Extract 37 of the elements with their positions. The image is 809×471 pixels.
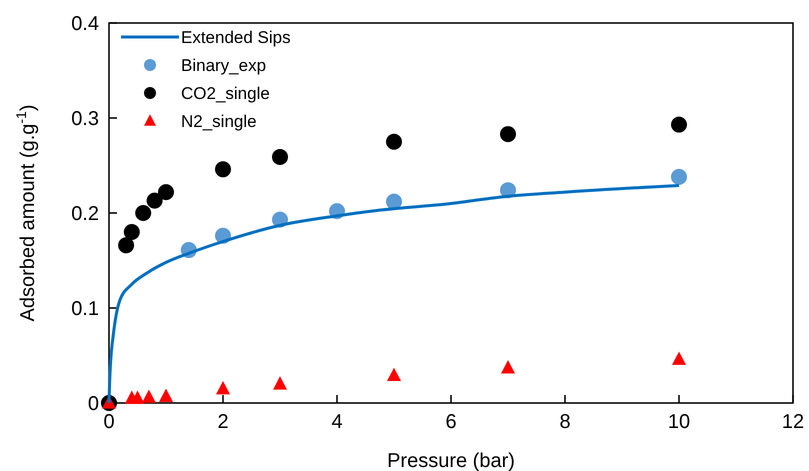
y-tick-label: 0.4 bbox=[71, 13, 99, 35]
legend-label: Extended Sips bbox=[181, 28, 291, 47]
point bbox=[501, 360, 515, 374]
point bbox=[158, 184, 174, 200]
x-tick-label: 12 bbox=[782, 411, 804, 433]
point bbox=[671, 168, 687, 185]
point bbox=[118, 237, 134, 254]
point bbox=[159, 388, 173, 402]
point bbox=[273, 376, 287, 390]
point bbox=[124, 224, 140, 240]
point bbox=[272, 148, 288, 165]
point bbox=[142, 390, 156, 403]
legend-label: Binary_exp bbox=[181, 56, 266, 75]
x-axis-title: Pressure (bar) bbox=[387, 450, 515, 471]
y-tick-label: 0.1 bbox=[71, 298, 99, 320]
legend-label: CO2_single bbox=[181, 84, 270, 103]
point bbox=[215, 161, 231, 178]
x-tick-label: 4 bbox=[331, 411, 343, 433]
legend-label: N2_single bbox=[181, 112, 257, 131]
x-tick-label: 2 bbox=[217, 411, 229, 433]
point bbox=[671, 116, 687, 133]
y-tick-label: 0 bbox=[88, 393, 99, 415]
point bbox=[135, 205, 152, 221]
x-tick-label: 6 bbox=[445, 411, 457, 433]
point bbox=[387, 368, 401, 382]
point bbox=[216, 381, 230, 394]
point bbox=[386, 134, 402, 150]
y-tick-label: 0.2 bbox=[71, 203, 99, 225]
point bbox=[386, 194, 402, 210]
point bbox=[672, 352, 686, 365]
point bbox=[130, 390, 144, 404]
x-tick-label: 8 bbox=[559, 411, 571, 433]
point bbox=[146, 192, 163, 209]
x-tick-label: 0 bbox=[103, 411, 115, 433]
point bbox=[500, 126, 516, 142]
x-tick-label: 10 bbox=[668, 411, 690, 433]
y-tick-label: 0.3 bbox=[71, 108, 99, 130]
